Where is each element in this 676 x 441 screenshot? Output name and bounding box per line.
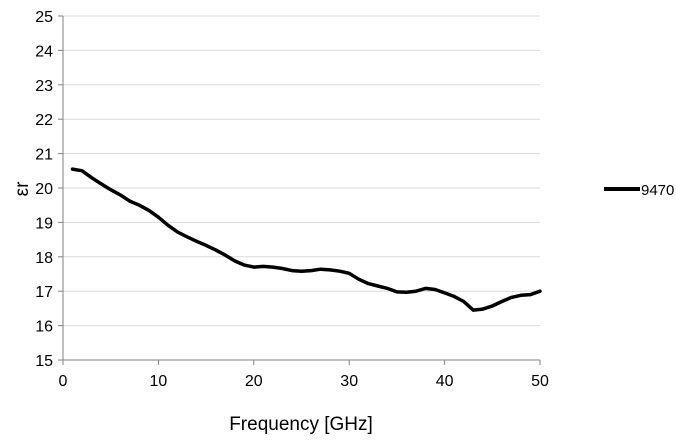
y-tick-label: 20	[35, 181, 53, 198]
x-tick-label: 30	[340, 373, 358, 390]
y-tick-label: 19	[35, 215, 53, 232]
y-tick-label: 25	[35, 9, 53, 26]
y-tick-label: 22	[35, 112, 53, 129]
y-tick-label: 23	[35, 78, 53, 95]
series-line-9470	[70, 167, 542, 312]
y-tick-label: 18	[35, 250, 53, 267]
x-axis-title: Frequency [GHz]	[229, 414, 373, 435]
y-tick-label: 21	[35, 147, 53, 164]
x-tick-label: 50	[531, 373, 549, 390]
x-tick-label: 40	[436, 373, 454, 390]
x-tick-label: 10	[150, 373, 168, 390]
x-tick-label: 0	[59, 373, 68, 390]
legend: 9470	[604, 182, 674, 199]
axes: 15 16 17 18 19 20 21 22 23 24 25 0 10 20 30 40 50	[35, 9, 549, 390]
grid	[63, 15, 540, 327]
y-tick-label: 17	[35, 284, 53, 301]
series-layer	[70, 167, 542, 312]
y-axis-title: εr	[12, 181, 33, 196]
y-tick-label: 24	[35, 43, 53, 60]
y-tick-label: 16	[35, 319, 53, 336]
legend-label: 9470	[641, 182, 674, 199]
y-tick-label: 15	[35, 353, 53, 370]
x-tick-label: 20	[245, 373, 263, 390]
